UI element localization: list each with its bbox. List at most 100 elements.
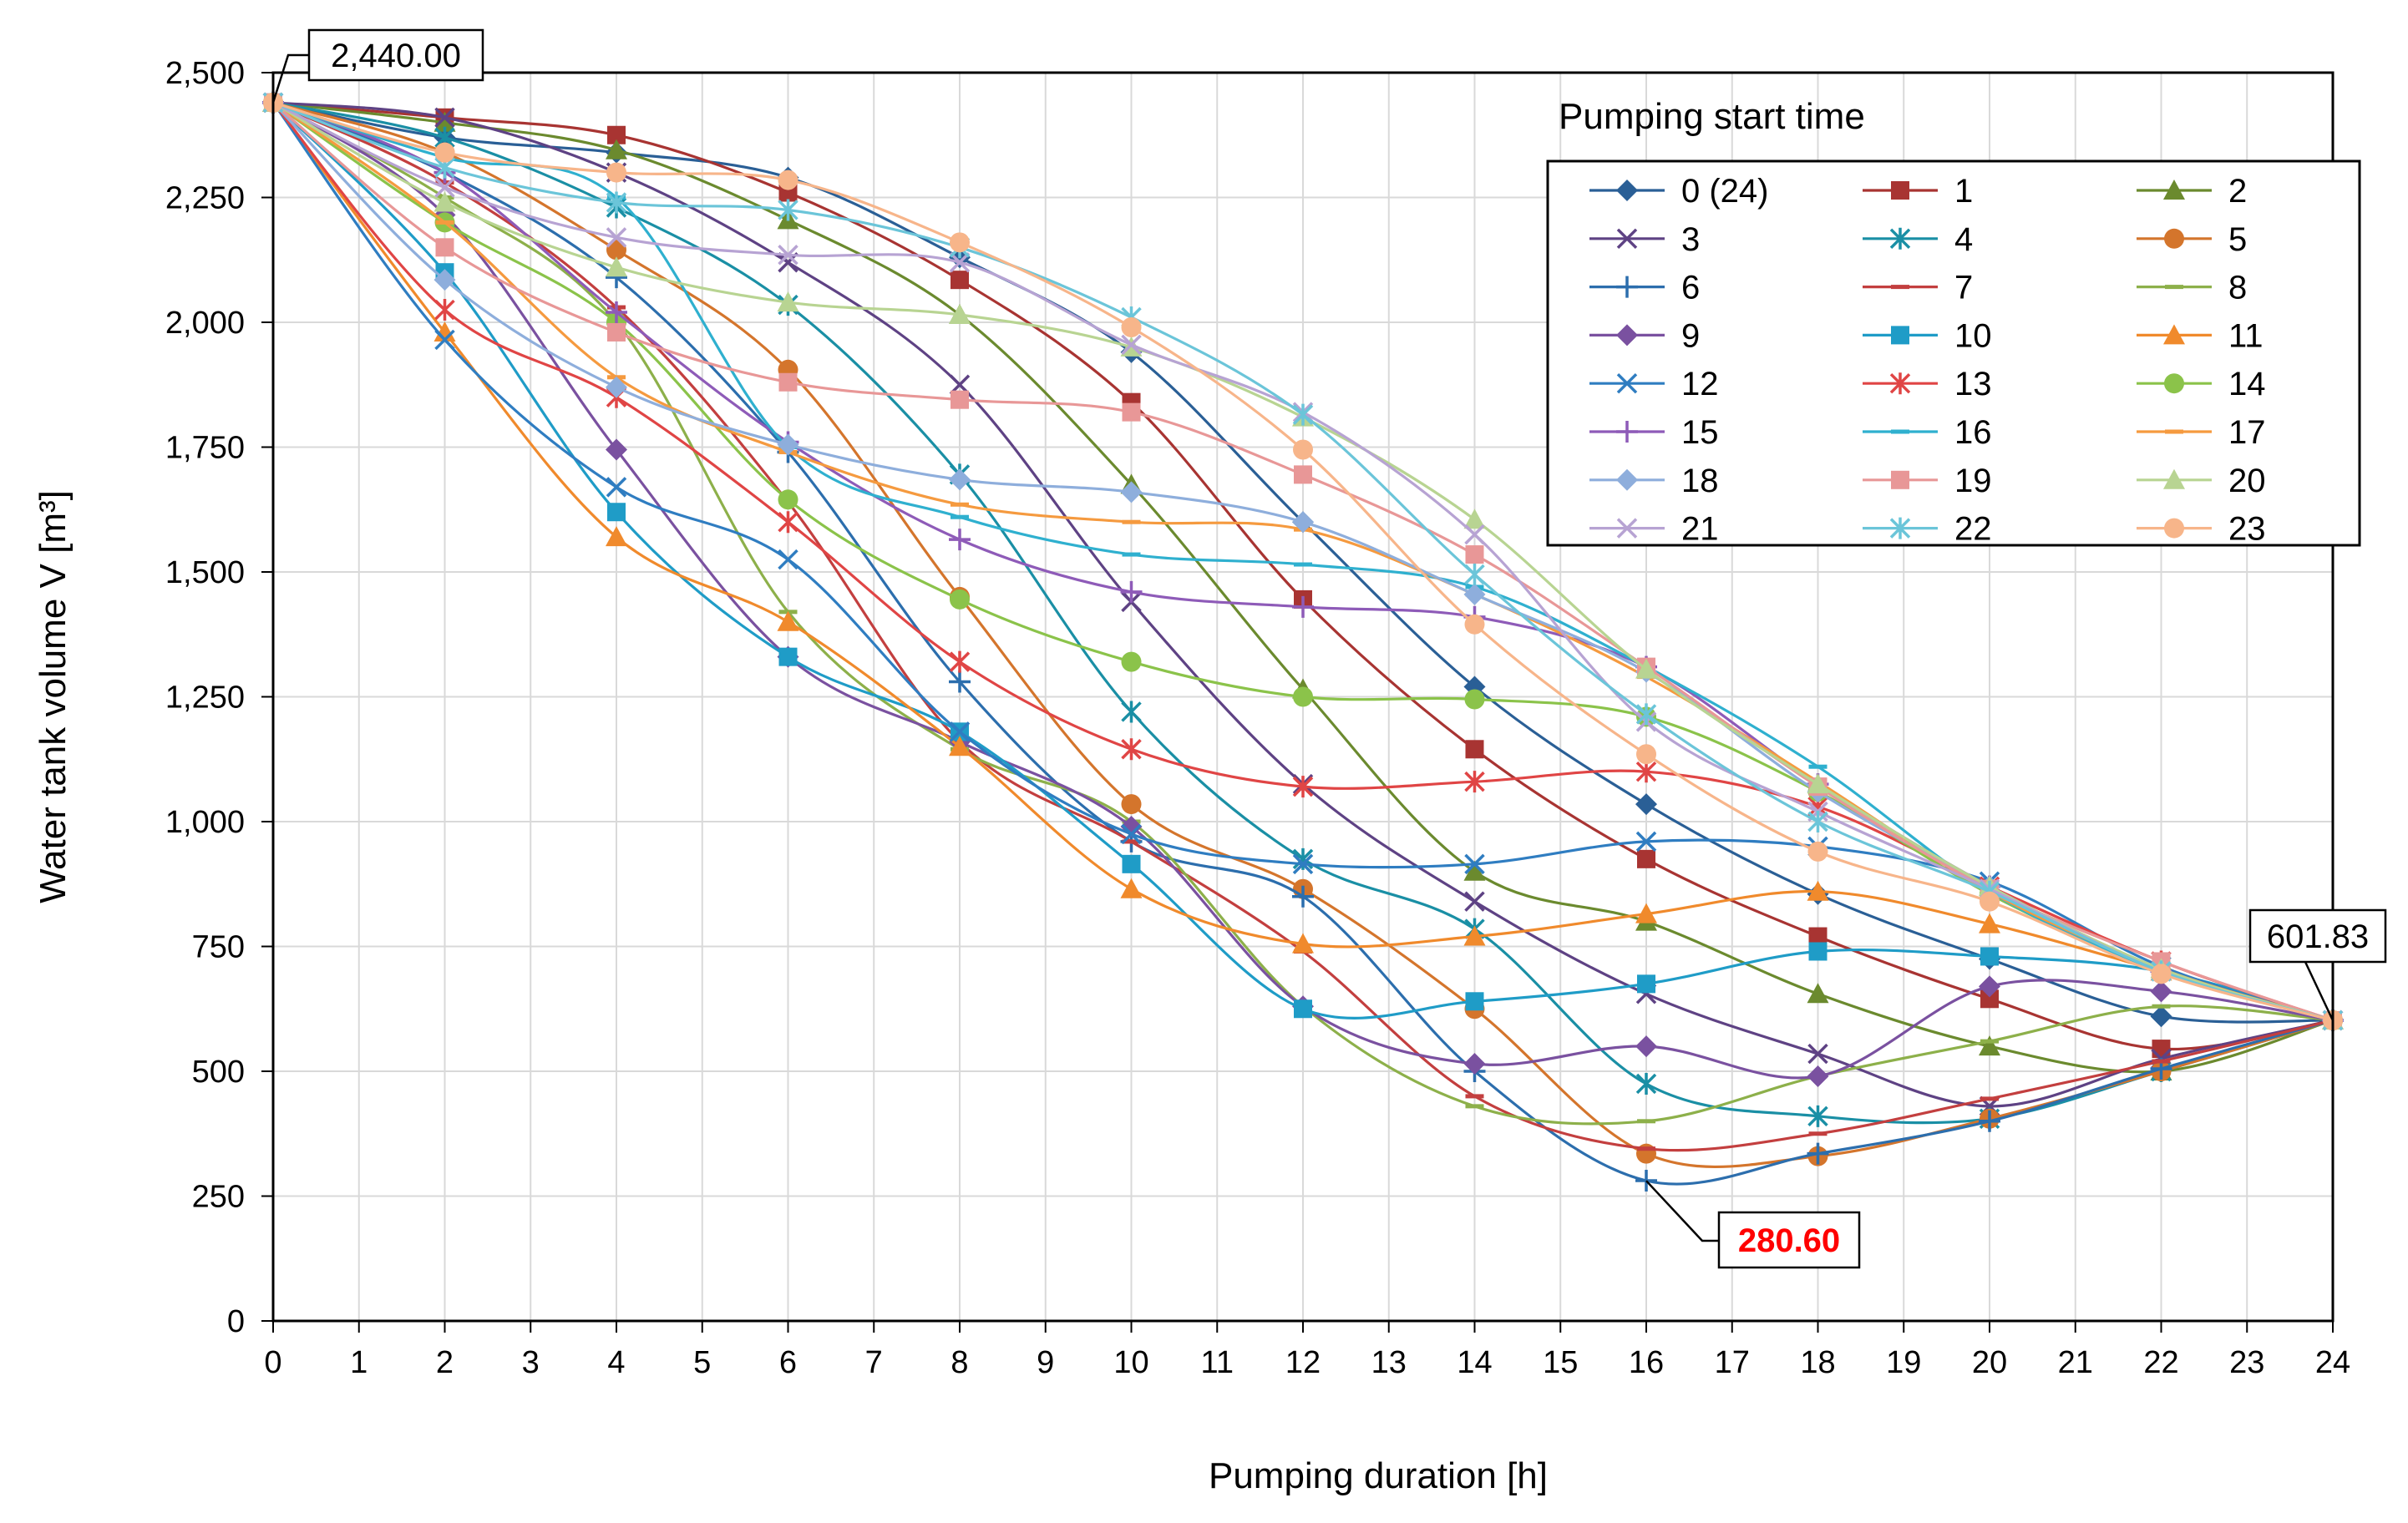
data-point-9-x18 — [1807, 1065, 1829, 1087]
data-point-18-x14 — [1463, 583, 1486, 605]
data-point-12-x6 — [778, 549, 798, 570]
legend-item-20: 20 — [2137, 463, 2266, 499]
legend-marker-4 — [1889, 227, 1911, 250]
x-tick-label-12: 12 — [1285, 1345, 1321, 1380]
data-point-13-x14 — [1464, 771, 1485, 793]
x-tick-label-3: 3 — [522, 1345, 540, 1380]
series-line-2 — [272, 101, 2334, 1074]
data-point-5-x4 — [606, 240, 626, 261]
data-point-7-x14 — [1465, 1094, 1484, 1099]
data-point-13-x10 — [1121, 738, 1142, 761]
x-tick-label-11: 11 — [1201, 1345, 1234, 1380]
data-point-20-x16 — [1635, 658, 1657, 679]
data-point-13-x12 — [1292, 776, 1314, 798]
legend-marker-5 — [2164, 228, 2184, 249]
x-tick-label-22: 22 — [2143, 1345, 2178, 1380]
legend-label-0-24: 0 (24) — [1681, 173, 1769, 210]
x-axis-title: Pumping duration [h] — [1209, 1455, 1548, 1496]
data-point-13-x8 — [949, 650, 971, 673]
y-tick-label-1-750: 1,750 — [165, 431, 245, 466]
legend-label-19: 19 — [1954, 463, 1992, 499]
data-point-11-x18 — [1807, 880, 1829, 901]
y-tick-label-1-000: 1,000 — [165, 805, 245, 840]
legend-marker-18 — [1616, 468, 1638, 491]
legend-item-1: 1 — [1863, 173, 1973, 210]
data-point-16-x12 — [1294, 562, 1312, 567]
data-point-1-x8 — [951, 271, 969, 290]
data-point-18-x4 — [606, 376, 627, 398]
data-point-12-x10 — [1121, 823, 1142, 845]
data-point-1-x4 — [607, 125, 626, 144]
data-point-15-x10 — [1120, 580, 1143, 603]
data-point-18-x6 — [777, 433, 799, 456]
legend-marker-8 — [2165, 285, 2183, 290]
data-point-2-x20 — [1979, 1035, 2000, 1056]
data-point-20-x2 — [433, 191, 456, 212]
data-point-7-x20 — [1980, 1096, 1999, 1101]
legend-marker-14 — [2164, 373, 2184, 394]
legend-marker-20 — [2163, 468, 2185, 489]
legend-label-22: 22 — [1954, 511, 1992, 548]
legend-marker-7 — [1891, 285, 1909, 290]
data-point-23-x16 — [1636, 744, 1656, 765]
data-point-18-x10 — [1120, 481, 1143, 503]
data-point-23-x2 — [434, 142, 455, 163]
data-point-10-x12 — [1294, 999, 1312, 1019]
callout-280-60: 280.60 — [1645, 1180, 1861, 1269]
data-point-6-x20 — [1979, 1110, 2000, 1132]
data-point-3-x14 — [1464, 891, 1485, 912]
data-point-13-x2 — [434, 299, 455, 321]
legend-item-0-24: 0 (24) — [1589, 173, 1769, 210]
legend-label-20: 20 — [2228, 463, 2266, 499]
data-point-15-x4 — [606, 301, 627, 324]
data-point-0-24-x16 — [1635, 793, 1657, 816]
y-tick-label-2-500: 2,500 — [165, 56, 245, 91]
legend-item-10: 10 — [1863, 317, 1992, 354]
callout-leader-601-83 — [2304, 961, 2334, 1021]
callout-leader-280-60 — [1645, 1180, 1719, 1242]
legend-marker-16 — [1891, 429, 1909, 434]
callout-2-440-00: 2,440.00 — [271, 28, 484, 104]
legend-item-6: 6 — [1589, 270, 1700, 306]
series-line-11 — [271, 101, 2334, 1022]
legend-label-11: 11 — [2228, 317, 2264, 354]
data-point-13-x16 — [1635, 761, 1657, 783]
callout-label-280-60: 280.60 — [1738, 1222, 1840, 1259]
data-point-1-x22 — [2152, 1040, 2171, 1059]
data-point-10-x20 — [1980, 947, 1999, 966]
legend-item-3: 3 — [1589, 221, 1700, 258]
legend-label-4: 4 — [1954, 221, 1973, 258]
legend-marker-19 — [1891, 470, 1909, 489]
y-tick-label-1-500: 1,500 — [165, 555, 245, 590]
y-tick-label-2-000: 2,000 — [165, 306, 245, 341]
legend-marker-9 — [1616, 324, 1638, 347]
data-point-21-x8 — [949, 252, 971, 273]
data-point-14-x6 — [778, 489, 798, 510]
data-point-20-x6 — [777, 291, 799, 312]
data-point-19-x8 — [951, 390, 969, 409]
legend-item-19: 19 — [1863, 463, 1992, 499]
data-point-11-x16 — [1635, 903, 1657, 923]
data-point-16-x10 — [1122, 552, 1141, 557]
legend-marker-2 — [2163, 180, 2185, 200]
legend-marker-21 — [1616, 518, 1638, 539]
data-point-17-x10 — [1122, 519, 1141, 524]
axis-layer: 0 1 2 3 4 5 6 7 8 9 10 11 12 13 14 15 16 17 18 19 20 21 22 23 24… — [33, 56, 2350, 1496]
data-point-13-x6 — [778, 511, 798, 534]
data-point-14-x12 — [1293, 686, 1313, 707]
data-point-10-x4 — [607, 503, 626, 522]
data-point-15-x12 — [1292, 595, 1314, 618]
data-point-23-x6 — [778, 170, 798, 190]
legend-label-15: 15 — [1681, 414, 1719, 451]
data-point-19-x12 — [1294, 465, 1312, 484]
legend-marker-1 — [1891, 181, 1909, 200]
data-point-23-x20 — [1980, 891, 2000, 912]
data-point-12-x8 — [949, 721, 971, 742]
legend-item-15: 15 — [1589, 414, 1719, 451]
x-tick-label-8: 8 — [951, 1345, 968, 1380]
data-point-8-x16 — [1637, 1119, 1655, 1124]
data-point-14-x10 — [1121, 651, 1142, 672]
data-point-0-24-x22 — [2150, 1005, 2172, 1028]
